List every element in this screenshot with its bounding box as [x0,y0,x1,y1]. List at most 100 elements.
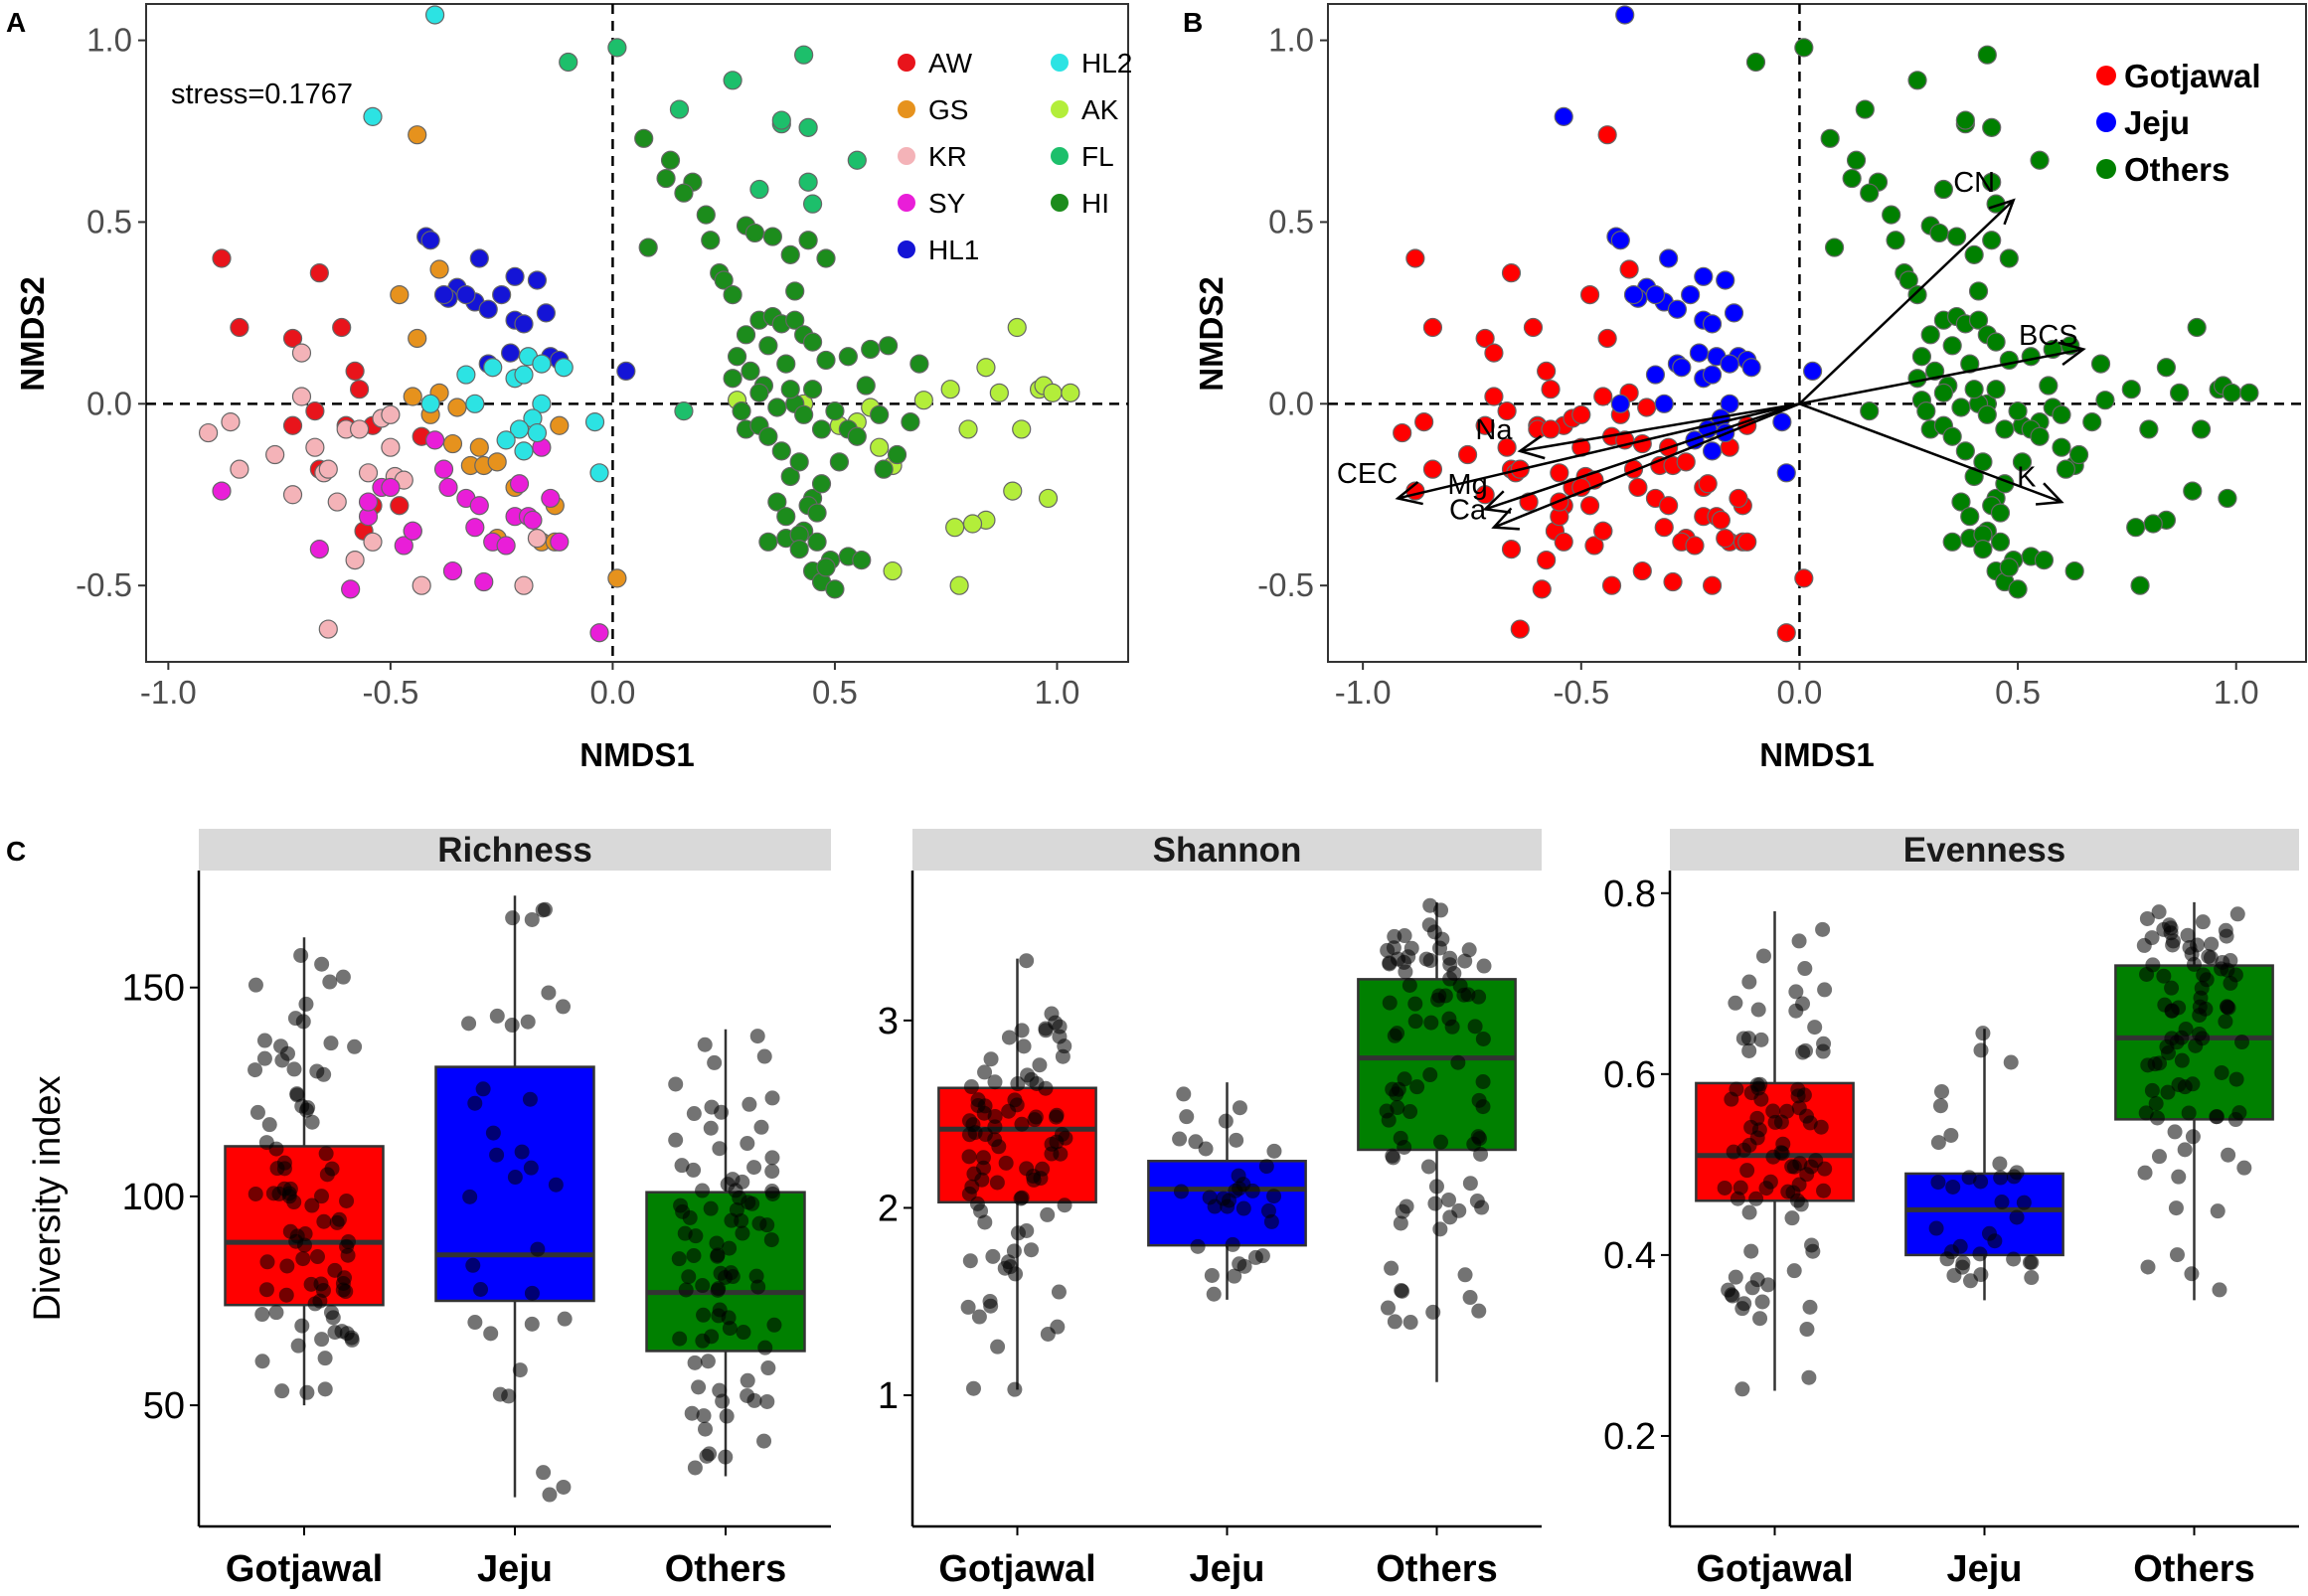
point-jeju [1610,394,1630,413]
point-others [1907,71,1927,90]
point-others [2034,550,2055,570]
point-hi [909,354,929,374]
panel-b: -1.0 -0.5 0.0 0.5 1.0 -0.5 0.0 0.5 1.0 CN BCS K Na C… [1193,3,2307,773]
point-kr [381,437,401,457]
jitter-point [1773,1114,1789,1130]
jitter-point [1758,1181,1774,1197]
point-ak [949,575,969,595]
point-hi [807,503,827,523]
point-gotjawal [1497,437,1517,457]
point-others [1933,179,1953,200]
jitter-point [695,1183,711,1198]
point-hi [789,540,809,559]
jitter-point [1805,1243,1821,1259]
jitter-point [1755,948,1771,964]
jitter-point [2204,936,2220,952]
point-fl [798,172,818,192]
jitter-point [324,1161,340,1177]
y-axis-title-b: NMDS2 [1193,276,1230,392]
point-hl2 [363,106,383,126]
point-hi [780,466,800,487]
jitter-point [1266,1189,1282,1204]
point-jeju [1554,106,1573,126]
jitter-point [1397,1139,1412,1155]
jitter-point [2160,1045,2176,1061]
point-gotjawal [1637,398,1657,417]
jitter-point [323,1305,339,1321]
jitter-point [668,1076,684,1092]
jitter-point [1010,1225,1026,1241]
vector-mg: Mg [1447,402,1800,514]
vector-na: Na [1475,402,1800,460]
jitter-point [1739,1163,1755,1179]
jitter-point [987,1108,1003,1124]
jitter-point [309,1249,325,1265]
jitter-point [1010,1076,1026,1092]
point-hi [776,507,796,527]
point-sy [541,488,561,509]
point-others [2239,383,2259,402]
x-axis-title-b: NMDS1 [1759,736,1875,773]
jitter-point [1743,1243,1759,1259]
point-sy [442,560,463,581]
point-jeju [1724,303,1744,323]
jitter-point [2148,1095,2164,1111]
jitter-point [2169,1247,2185,1263]
point-hi [696,205,716,225]
legend-label-sy: SY [928,188,966,219]
point-others [2008,401,2028,421]
point-others [1960,507,1980,527]
jitter-point [1206,1286,1222,1302]
point-hi [847,426,867,446]
legend-swatch-gs [898,100,915,118]
jitter-point [536,1465,552,1481]
point-fl [749,179,769,200]
jitter-point [1247,1249,1263,1265]
jitter-point [674,1158,690,1174]
jitter-point [1397,928,1412,944]
facet-title: Richness [437,831,592,870]
facet-strip [199,829,831,871]
jitter-point [989,1175,1005,1191]
jitter-point [1797,961,1813,977]
jitter-point [1736,1296,1752,1312]
jitter-point [303,1276,319,1292]
jitter-point [467,1095,483,1111]
jitter-point [341,1233,357,1249]
jitter-point [712,1141,728,1157]
jitter-point [1229,1132,1244,1148]
jitter-point [1433,1134,1449,1150]
point-gotjawal [1541,380,1561,399]
jitter-point [1044,1006,1060,1022]
point-others [1920,325,1940,345]
point-hi [780,244,800,264]
jitter-point [1815,921,1831,937]
legend-swatch-jeju [2096,112,2116,132]
point-gs [403,387,422,406]
jitter-point [2160,1084,2176,1100]
jitter-point [259,1254,275,1270]
jitter-point [265,1186,281,1201]
jitter-point [1784,1210,1800,1226]
jitter-point [2165,933,2181,949]
y-tick-label: -0.5 [76,566,132,603]
jitter-point [2184,946,2200,962]
point-others [2170,383,2190,402]
jitter-point [1409,1079,1425,1095]
jitter-point [1753,1032,1769,1047]
legend-swatch-hi [1051,194,1069,212]
x-tick-label: Gotjawal [1696,1548,1853,1590]
jitter-point [462,1189,478,1204]
jitter-point [672,1331,688,1347]
jitter-point [732,1190,747,1205]
jitter-point [1381,1112,1397,1128]
point-hl2 [496,430,516,450]
jitter-point [535,902,551,918]
point-aw [305,401,325,421]
legend-label-jeju: Jeju [2124,104,2190,141]
point-aw [390,496,410,516]
jitter-point [1390,1100,1405,1116]
jitter-point [759,1393,775,1409]
jitter-point [1987,1233,2003,1249]
point-hi [674,183,694,203]
